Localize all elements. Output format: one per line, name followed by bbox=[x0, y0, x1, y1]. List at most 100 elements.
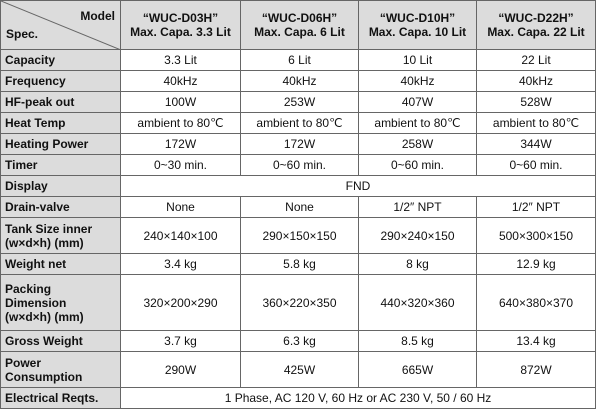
row-label-line: Heating Power bbox=[5, 137, 89, 151]
spec-row: Display FND bbox=[0, 175, 596, 197]
cell: 12.9 kg bbox=[476, 253, 596, 275]
cell: None bbox=[120, 196, 241, 218]
spec-row: Timer 0~30 min. 0~60 min. 0~60 min. 0~60 min… bbox=[0, 154, 596, 176]
model-capacity: Max. Capa. 10 Lit bbox=[368, 25, 467, 39]
row-label: Heating Power bbox=[0, 133, 121, 155]
cell: None bbox=[240, 196, 359, 218]
spec-row: HF-peak out 100W 253W 407W 528W bbox=[0, 91, 596, 113]
spec-row: Packing Dimension (w×d×h) (mm) 320×200×290 3… bbox=[0, 274, 596, 331]
cell: 0~30 min. bbox=[120, 154, 241, 176]
model-label: Model bbox=[80, 9, 115, 23]
model-name: “WUC-D22H” bbox=[498, 11, 574, 25]
span-cell: 1 Phase, AC 120 V, 60 Hz or AC 230 V, 50… bbox=[120, 387, 596, 409]
cell: ambient to 80℃ bbox=[358, 112, 477, 134]
cell: 872W bbox=[476, 351, 596, 388]
cell: ambient to 80℃ bbox=[240, 112, 359, 134]
cell: 344W bbox=[476, 133, 596, 155]
cell: 172W bbox=[240, 133, 359, 155]
row-label-line: Weight net bbox=[5, 257, 67, 271]
row-label: Display bbox=[0, 175, 121, 197]
row-label-line: Frequency bbox=[5, 74, 66, 88]
row-label: Frequency bbox=[0, 70, 121, 92]
row-label-line: (w×d×h) (mm) bbox=[5, 309, 84, 324]
spec-row: Heat Temp ambient to 80℃ ambient to 80℃ amb… bbox=[0, 112, 596, 134]
cell: 0~60 min. bbox=[358, 154, 477, 176]
cell: 1/2″ NPT bbox=[476, 196, 596, 218]
row-label-line: Packing bbox=[5, 281, 52, 296]
cell: 425W bbox=[240, 351, 359, 388]
cell: 100W bbox=[120, 91, 241, 113]
cell: 665W bbox=[358, 351, 477, 388]
cell: 290W bbox=[120, 351, 241, 388]
model-header: “WUC-D06H” Max. Capa. 6 Lit bbox=[240, 0, 359, 50]
span-cell: FND bbox=[120, 175, 596, 197]
row-label: Gross Weight bbox=[0, 330, 121, 352]
cell: 258W bbox=[358, 133, 477, 155]
header-row: Spec. Model “WUC-D03H” Max. Capa. 3.3 Lit… bbox=[0, 0, 596, 50]
cell: 6.3 kg bbox=[240, 330, 359, 352]
spec-row: Capacity 3.3 Lit 6 Lit 10 Lit 22 Lit bbox=[0, 49, 596, 71]
cell: 407W bbox=[358, 91, 477, 113]
model-name: “WUC-D03H” bbox=[142, 11, 219, 25]
row-label-line: Display bbox=[5, 179, 48, 193]
spec-row: Frequency 40kHz 40kHz 40kHz 40kHz bbox=[0, 70, 596, 92]
row-label-line: Tank Size inner bbox=[5, 221, 93, 236]
cell: 440×320×360 bbox=[358, 274, 477, 331]
model-capacity: Max. Capa. 22 Lit bbox=[487, 25, 585, 39]
spec-row: Heating Power 172W 172W 258W 344W bbox=[0, 133, 596, 155]
cell: 172W bbox=[120, 133, 241, 155]
cell: 10 Lit bbox=[358, 49, 477, 71]
row-label: Weight net bbox=[0, 253, 121, 275]
cell: 40kHz bbox=[120, 70, 241, 92]
cell: 22 Lit bbox=[476, 49, 596, 71]
row-label-line: Gross Weight bbox=[5, 334, 83, 348]
cell: 1/2″ NPT bbox=[358, 196, 477, 218]
cell: ambient to 80℃ bbox=[120, 112, 241, 134]
cell: 500×300×150 bbox=[476, 217, 596, 254]
row-label: Tank Size inner (w×d×h) (mm) bbox=[0, 217, 121, 254]
row-label: Heat Temp bbox=[0, 112, 121, 134]
model-capacity: Max. Capa. 3.3 Lit bbox=[130, 25, 231, 39]
cell: 640×380×370 bbox=[476, 274, 596, 331]
cell: ambient to 80℃ bbox=[476, 112, 596, 134]
spec-row: Electrical Reqts. 1 Phase, AC 120 V, 60 H… bbox=[0, 387, 596, 409]
diagonal bbox=[1, 1, 119, 49]
cell: 0~60 min. bbox=[240, 154, 359, 176]
cell: 253W bbox=[240, 91, 359, 113]
row-label: Packing Dimension (w×d×h) (mm) bbox=[0, 274, 121, 331]
row-label-line: Power bbox=[5, 355, 42, 370]
model-name: “WUC-D06H” bbox=[261, 11, 338, 25]
row-label: Drain-valve bbox=[0, 196, 121, 218]
cell: 3.4 kg bbox=[120, 253, 241, 275]
cell: 320×200×290 bbox=[120, 274, 241, 331]
cell: 8.5 kg bbox=[358, 330, 477, 352]
model-header: “WUC-D10H” Max. Capa. 10 Lit bbox=[358, 0, 477, 50]
cell: 13.4 kg bbox=[476, 330, 596, 352]
row-label-line: Electrical Reqts. bbox=[5, 391, 99, 405]
cell: 528W bbox=[476, 91, 596, 113]
model-capacity: Max. Capa. 6 Lit bbox=[254, 25, 345, 39]
cell: 5.8 kg bbox=[240, 253, 359, 275]
spec-row: Tank Size inner (w×d×h) (mm) 240×140×100 29… bbox=[0, 217, 596, 254]
cell: 40kHz bbox=[358, 70, 477, 92]
model-name: “WUC-D10H” bbox=[379, 11, 456, 25]
cell: 40kHz bbox=[240, 70, 359, 92]
row-label-line: Capacity bbox=[5, 53, 56, 67]
cell: 360×220×350 bbox=[240, 274, 359, 331]
spec-row: Power Consumption 290W 425W 665W 872W bbox=[0, 351, 596, 388]
cell: 3.7 kg bbox=[120, 330, 241, 352]
row-label: Electrical Reqts. bbox=[0, 387, 121, 409]
cell: 8 kg bbox=[358, 253, 477, 275]
spec-row: Drain-valve None None 1/2″ NPT 1/2″ NPT bbox=[0, 196, 596, 218]
model-header: “WUC-D03H” Max. Capa. 3.3 Lit bbox=[120, 0, 241, 50]
spec-label: Spec. bbox=[6, 27, 39, 41]
row-label-line: Timer bbox=[5, 158, 38, 172]
row-label-line: Drain-valve bbox=[5, 200, 70, 214]
cell: 290×150×150 bbox=[240, 217, 359, 254]
row-label-line: Consumption bbox=[5, 369, 83, 384]
row-label: Capacity bbox=[0, 49, 121, 71]
cell: 6 Lit bbox=[240, 49, 359, 71]
cell: 240×140×100 bbox=[120, 217, 241, 254]
